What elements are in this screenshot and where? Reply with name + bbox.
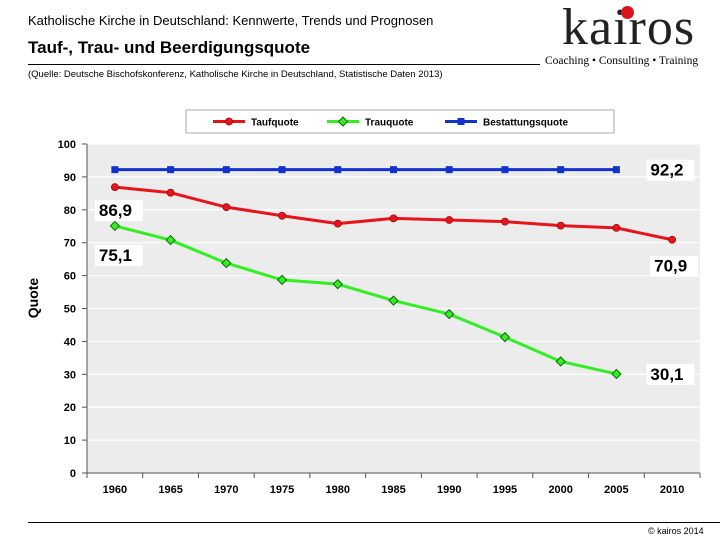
x-tick-label: 1985 xyxy=(381,484,405,496)
data-point-trauquote xyxy=(276,274,288,286)
logo-dot-icon xyxy=(621,6,634,19)
x-tick-label: 1995 xyxy=(493,484,517,496)
legend-label-taufquote: Taufquote xyxy=(251,118,299,129)
data-point-taufquote xyxy=(445,216,454,224)
logo-tagline: Coaching • Consulting • Training xyxy=(545,55,699,67)
footer-divider xyxy=(28,522,720,523)
data-point-bestattungsquote xyxy=(612,166,620,174)
annotation-bg xyxy=(94,244,143,266)
data-point-trauquote xyxy=(611,368,622,380)
legend-marker-trauquote xyxy=(337,116,349,127)
data-point-taufquote xyxy=(222,203,231,212)
data-point-taufquote xyxy=(110,183,119,191)
data-point-trauquote xyxy=(221,257,232,269)
legend-label-bestattungsquote: Bestattungsquote xyxy=(483,118,568,129)
data-point-bestattungsquote xyxy=(167,166,175,174)
data-point-taufquote xyxy=(278,211,286,220)
data-point-bestattungsquote xyxy=(557,166,565,174)
x-tick-label: 1980 xyxy=(326,484,350,496)
y-axis-label: Quote xyxy=(25,278,41,319)
data-point-taufquote xyxy=(501,217,509,226)
data-point-taufquote xyxy=(389,214,398,223)
annotation-label: 30,1 xyxy=(650,365,683,384)
data-point-taufquote xyxy=(166,188,175,197)
data-point-trauquote xyxy=(388,295,399,306)
y-tick-label: 10 xyxy=(64,435,76,447)
source-note: (Quelle: Deutsche Bischofskonferenz, Kat… xyxy=(28,69,443,80)
y-tick-label: 80 xyxy=(64,205,76,217)
series-line-trauquote xyxy=(114,224,617,376)
data-point-bestattungsquote xyxy=(278,166,286,174)
annotation-label: 86,9 xyxy=(99,201,132,220)
x-tick-label: 2005 xyxy=(604,484,628,496)
x-tick-label: 1960 xyxy=(103,484,127,496)
x-tick-label: 1990 xyxy=(437,484,461,496)
x-tick-label: 2000 xyxy=(548,484,572,496)
annotation-bg xyxy=(646,159,695,181)
legend-label-trauquote: Trauquote xyxy=(365,118,414,129)
annotation-bg xyxy=(646,363,695,385)
data-point-trauquote xyxy=(555,356,566,367)
data-point-taufquote xyxy=(333,219,342,228)
page-subtitle: Katholische Kirche in Deutschland: Kennw… xyxy=(28,13,434,28)
data-point-bestattungsquote xyxy=(111,166,119,174)
data-point-trauquote xyxy=(499,331,511,343)
y-tick-label: 0 xyxy=(70,468,76,480)
y-tick-label: 90 xyxy=(64,172,76,184)
legend-marker-bestattungsquote xyxy=(457,118,465,125)
data-point-trauquote xyxy=(165,234,176,246)
y-tick-label: 50 xyxy=(64,304,76,316)
x-tick-label: 1965 xyxy=(158,484,182,496)
x-tick-label: 2010 xyxy=(660,484,684,496)
data-point-bestattungsquote xyxy=(334,166,342,174)
y-tick-label: 60 xyxy=(64,271,76,283)
x-tick-label: 1970 xyxy=(214,484,238,496)
data-point-bestattungsquote xyxy=(501,166,509,174)
annotation-label: 92,2 xyxy=(650,161,683,180)
data-point-trauquote xyxy=(332,278,343,290)
legend-box xyxy=(185,109,615,134)
annotation-bg xyxy=(650,255,699,277)
y-tick-label: 100 xyxy=(58,139,76,151)
annotation-label: 75,1 xyxy=(99,246,132,265)
data-point-taufquote xyxy=(612,223,621,232)
legend-marker-taufquote xyxy=(225,117,233,126)
data-point-bestattungsquote xyxy=(390,166,397,174)
page-title: Tauf-, Trau- und Beerdigungsquote xyxy=(28,38,311,57)
data-point-trauquote xyxy=(444,308,455,320)
data-point-bestattungsquote xyxy=(445,166,453,174)
header-divider xyxy=(28,64,540,65)
data-point-taufquote xyxy=(556,221,565,230)
data-point-bestattungsquote xyxy=(222,166,230,174)
y-tick-label: 40 xyxy=(64,336,76,348)
annotation-bg xyxy=(94,200,143,222)
copyright: © kairos 2014 xyxy=(648,526,704,536)
y-tick-label: 20 xyxy=(64,402,76,414)
data-point-trauquote xyxy=(109,220,121,232)
annotation-label: 70,9 xyxy=(654,257,687,276)
y-tick-label: 30 xyxy=(64,369,76,381)
y-tick-label: 70 xyxy=(64,238,76,250)
x-tick-label: 1975 xyxy=(270,484,294,496)
data-point-taufquote xyxy=(668,235,677,244)
